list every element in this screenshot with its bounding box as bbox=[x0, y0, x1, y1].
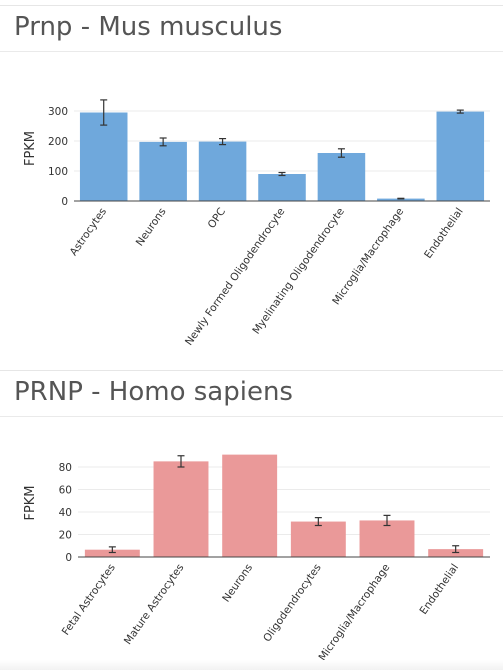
y-tick-label: 0 bbox=[61, 196, 68, 208]
y-tick-label: 300 bbox=[48, 106, 68, 118]
x-tick-label: Endothelial bbox=[418, 562, 462, 617]
x-tick-label: Microglia/Macrophage bbox=[316, 562, 392, 663]
y-axis-label: FPKM bbox=[23, 485, 38, 520]
x-tick-label: Astrocytes bbox=[68, 206, 110, 258]
title-divider bbox=[0, 51, 503, 52]
x-tick-label: Fetal Astrocytes bbox=[60, 562, 118, 638]
bar bbox=[79, 112, 128, 201]
bar bbox=[139, 141, 187, 201]
y-tick-label: 60 bbox=[59, 485, 72, 497]
x-tick-label: Neurons bbox=[220, 562, 255, 605]
y-tick-label: 200 bbox=[48, 136, 68, 148]
x-tick-label: Neurons bbox=[134, 206, 169, 249]
x-tick-label: OPC bbox=[206, 206, 228, 231]
y-tick-label: 20 bbox=[59, 530, 72, 542]
bar bbox=[153, 461, 209, 557]
human-bar-chart: 0 20 40 60 80 FPKM Fetal Astrocytes Mature Astr… bbox=[23, 454, 490, 663]
mouse-expression-panel: Prnp - Mus musculus 0 100 200 300 FPKM Astroc… bbox=[0, 5, 503, 366]
human-expression-panel: PRNP - Homo sapiens 0 20 40 60 80 FPKM Fetal A… bbox=[0, 370, 503, 670]
bar bbox=[84, 549, 140, 557]
y-tick-label: 40 bbox=[59, 507, 72, 519]
bar bbox=[436, 111, 485, 201]
mouse-bar-chart: 0 100 200 300 FPKM Astrocytes Neurons OPCNewly … bbox=[23, 99, 490, 348]
panel-title: PRNP - Homo sapiens bbox=[14, 377, 293, 407]
bar bbox=[377, 198, 425, 201]
bottom-fade bbox=[0, 660, 503, 670]
x-tick-label: Microglia/Macrophage bbox=[330, 206, 406, 307]
y-tick-label: 0 bbox=[65, 552, 72, 564]
bar bbox=[317, 153, 366, 201]
panel-title: Prnp - Mus musculus bbox=[14, 12, 283, 42]
x-tick-label: Endothelial bbox=[422, 206, 466, 261]
bar bbox=[222, 454, 278, 557]
y-axis-label: FPKM bbox=[23, 131, 38, 166]
bar bbox=[359, 520, 415, 557]
bar bbox=[290, 521, 346, 557]
bar bbox=[198, 141, 247, 201]
bar bbox=[258, 174, 306, 201]
title-divider bbox=[0, 416, 503, 417]
x-tick-label: Newly Formed Oligodendrocyte bbox=[183, 206, 287, 348]
y-tick-label: 80 bbox=[59, 462, 72, 474]
x-tick-label: Mature Astrocytes bbox=[122, 562, 187, 647]
x-tick-label: Oligodendrocytes bbox=[261, 562, 324, 644]
y-tick-label: 100 bbox=[48, 166, 68, 178]
